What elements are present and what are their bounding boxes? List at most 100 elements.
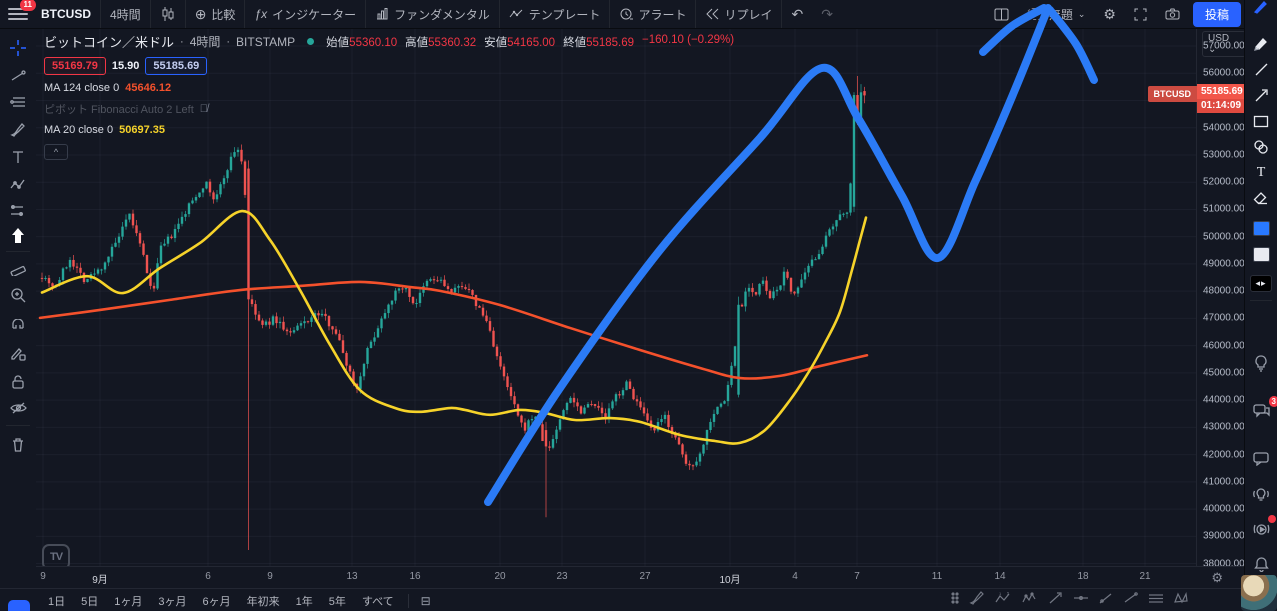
eraser-icon[interactable] <box>1245 187 1277 209</box>
fill-color-swatch-white[interactable] <box>1245 243 1277 265</box>
top-toolbar: 11 BTCUSD 4時間 ⊕ 比較 ƒx インジケーター ファンダメンタル テ… <box>0 0 1245 29</box>
price-tick-label: 54000.00 <box>1203 122 1245 134</box>
elliott-wave-fav-icon[interactable] <box>1021 591 1039 605</box>
ma-124-line[interactable] <box>38 280 869 380</box>
range-button-1日[interactable]: 1日 <box>48 595 66 608</box>
magnet-tool[interactable] <box>0 315 36 339</box>
fundamentals-button[interactable]: ファンダメンタル <box>366 0 499 28</box>
parallel-channel-fav-icon[interactable] <box>1148 591 1164 605</box>
ideas-lightbulb-icon[interactable] <box>1245 352 1277 374</box>
chart-style-button[interactable] <box>151 0 185 28</box>
brush-tool[interactable] <box>0 118 36 142</box>
fullscreen-button[interactable] <box>1125 0 1156 28</box>
comment-icon[interactable] <box>1245 448 1277 470</box>
spread-value: 15.90 <box>111 60 140 72</box>
brush-fav-icon[interactable] <box>969 591 985 605</box>
measure-tool[interactable] <box>0 256 36 280</box>
horizontal-line-fav-icon[interactable] <box>1073 591 1089 605</box>
range-button-5日[interactable]: 5日 <box>81 595 99 608</box>
cloud-save-icon <box>1026 8 1044 20</box>
arrow-tool-active[interactable] <box>0 224 36 248</box>
fib-retracement-tool[interactable] <box>0 91 36 115</box>
marker-pen-icon[interactable] <box>1245 32 1277 54</box>
eye-hidden-icon[interactable]: 👁̸ <box>199 103 209 115</box>
compare-button[interactable]: ⊕ 比較 <box>194 6 236 22</box>
trend-line-icon[interactable] <box>1245 58 1277 80</box>
hide-drawings-tool[interactable] <box>0 396 36 420</box>
templates-button[interactable]: テンプレート <box>500 0 610 28</box>
interval-button[interactable]: 4時間 <box>110 7 141 22</box>
price-tick-label: 57000.00 <box>1203 40 1245 52</box>
time-tick-label: 11 <box>931 571 943 582</box>
chart-settings-button[interactable]: ⚙ <box>1094 0 1125 28</box>
zoom-in-tool[interactable] <box>0 283 36 307</box>
range-button-1年[interactable]: 1年 <box>295 595 313 608</box>
pattern-tool[interactable] <box>0 172 36 196</box>
chat-icon[interactable]: 3 <box>1245 396 1277 422</box>
line-width-popup[interactable]: ◂▸ <box>1245 272 1277 294</box>
undo-button[interactable]: ↶ <box>782 0 812 28</box>
ideas-stream-icon[interactable] <box>1245 483 1277 505</box>
price-axis[interactable]: USD ⌄ 57000.0056000.0055000.0054000.0053… <box>1147 28 1246 569</box>
arrow-draw-icon[interactable] <box>1245 84 1277 106</box>
symbol-search-button[interactable]: BTCUSD <box>41 7 91 21</box>
quick-action-fab[interactable] <box>8 600 30 611</box>
range-button-3ヶ月[interactable]: 3ヶ月 <box>158 595 187 608</box>
redo-button[interactable]: ↷ <box>812 0 842 28</box>
stay-in-drawing-mode-tool[interactable] <box>0 342 36 366</box>
symbol-title[interactable]: ビットコイン／米ドル <box>44 35 175 50</box>
trend-line-fav-icon[interactable] <box>1123 591 1139 605</box>
price-tick-label: 51000.00 <box>1203 203 1245 215</box>
time-axis[interactable]: 9 9月 6 9 13 16 20 23 27 10月 4 7 11 14 18 21 ⚙ <box>36 566 1245 589</box>
cursor-crosshair-tool[interactable] <box>0 36 36 60</box>
main-menu-button[interactable]: 11 <box>8 0 36 23</box>
rectangle-draw-icon[interactable] <box>1245 110 1277 132</box>
time-tick-label: 6 <box>205 571 211 582</box>
redo-icon: ↷ <box>821 6 833 22</box>
time-axis-settings-gear-icon[interactable]: ⚙ <box>1211 570 1223 585</box>
legend-interval[interactable]: 4時間 <box>189 35 221 49</box>
alert-button[interactable]: アラート <box>610 0 695 28</box>
trend-line-tool[interactable] <box>0 64 36 88</box>
brush-settings-icon[interactable] <box>1245 136 1277 158</box>
notifications-bell-icon[interactable] <box>1245 553 1277 575</box>
ma20-label[interactable]: MA 20 close 0 <box>44 124 114 136</box>
live-streams-icon[interactable] <box>1245 515 1277 540</box>
range-button-年初来[interactable]: 年初来 <box>246 595 280 608</box>
buy-price-button[interactable]: 55185.69 <box>145 57 208 75</box>
price-tick-label: 52000.00 <box>1203 176 1245 188</box>
range-button-5年[interactable]: 5年 <box>328 595 346 608</box>
forecast-tool[interactable] <box>0 199 36 223</box>
pivot-indicator-label[interactable]: ピボット Fibonacci Auto 2 Left <box>44 104 194 116</box>
sell-price-button[interactable]: 55169.79 <box>44 57 106 75</box>
text-draw-icon[interactable]: T <box>1256 165 1266 180</box>
ma-20-line[interactable] <box>40 209 868 445</box>
legend-collapse-button[interactable]: ^ <box>44 144 68 160</box>
drag-handle-icon[interactable] <box>950 591 960 605</box>
layout-select-button[interactable] <box>985 0 1018 28</box>
legend-exchange[interactable]: BITSTAMP <box>236 34 296 49</box>
range-button-6ヶ月[interactable]: 6ヶ月 <box>202 595 231 608</box>
change-value: −160.10 (−0.29%) <box>642 33 735 46</box>
publish-button[interactable]: 投稿 <box>1192 1 1241 27</box>
lock-drawings-tool[interactable] <box>0 369 36 393</box>
chart-legend: ビットコイン／米ドル · 4時間 · BITSTAMP 始値55360.10 高… <box>44 32 734 160</box>
go-to-date-icon[interactable]: ⊟ <box>420 593 431 608</box>
range-button-1ヶ月[interactable]: 1ヶ月 <box>114 595 143 608</box>
ma124-label[interactable]: MA 124 close 0 <box>44 82 120 94</box>
replay-button[interactable]: リプレイ <box>696 0 781 28</box>
ray-fav-icon[interactable] <box>1098 591 1114 605</box>
chart-plot-area[interactable]: TV ビットコイン／米ドル · 4時間 · BITSTAMP 始値55360.1… <box>36 28 1196 570</box>
remove-drawings-tool[interactable] <box>0 432 36 456</box>
snapshot-button[interactable] <box>1156 0 1189 28</box>
user-avatar[interactable] <box>1241 575 1277 611</box>
xabcd-fav-icon[interactable] <box>1173 591 1189 605</box>
text-tool[interactable] <box>0 145 36 169</box>
cloud-layout-button[interactable]: 無題 ⌄ <box>1018 0 1095 28</box>
active-pen-tool-icon[interactable] <box>1245 0 1277 18</box>
indicators-button[interactable]: ƒx インジケーター <box>254 7 357 22</box>
range-button-すべて[interactable]: すべて <box>361 595 394 608</box>
stroke-color-swatch-blue[interactable] <box>1245 217 1277 239</box>
arrow-marker-fav-icon[interactable] <box>1048 591 1064 605</box>
